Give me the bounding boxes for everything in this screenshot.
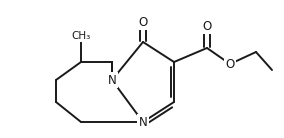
Text: N: N <box>108 74 116 87</box>
Text: O: O <box>202 19 212 33</box>
Text: O: O <box>138 15 148 29</box>
Text: O: O <box>225 58 235 71</box>
Text: CH₃: CH₃ <box>71 31 91 41</box>
Text: N: N <box>139 116 147 128</box>
